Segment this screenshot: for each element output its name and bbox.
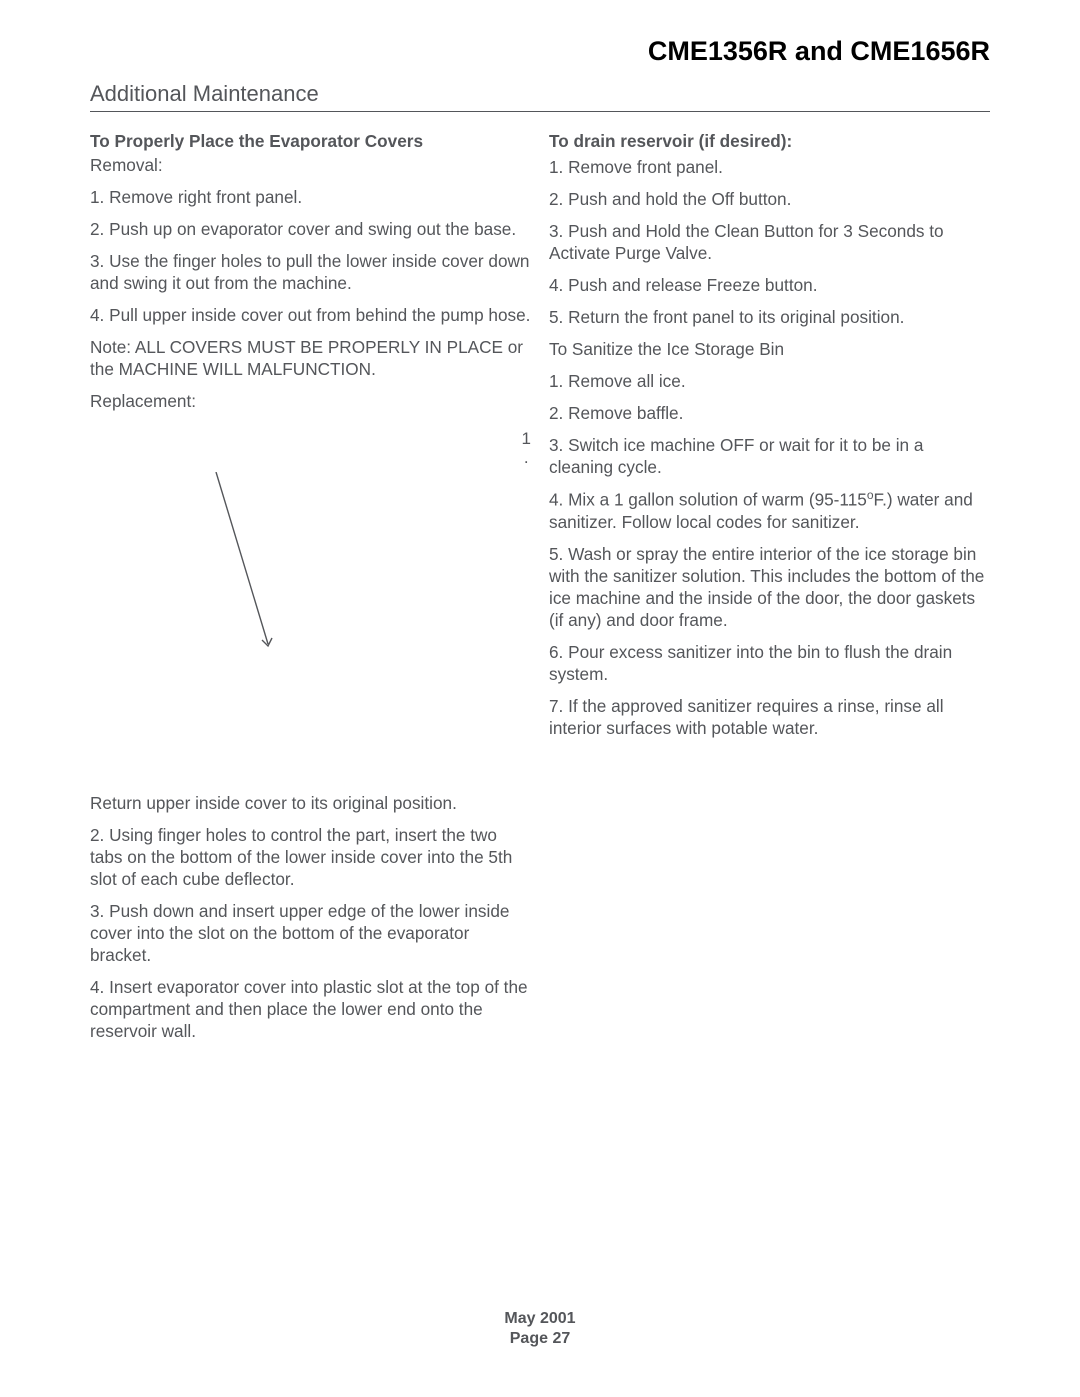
arrow-line	[216, 472, 268, 644]
sanitize-step-5: 5. Wash or spray the entire interior of …	[549, 543, 990, 631]
footer-page: Page 27	[510, 1330, 570, 1347]
removal-step-2: 2. Push up on evaporator cover and swing…	[90, 218, 531, 240]
drain-step-2: 2. Push and hold the Off button.	[549, 188, 990, 210]
drain-heading: To drain reservoir (if desired):	[549, 130, 990, 152]
drain-step-5: 5. Return the front panel to its origina…	[549, 306, 990, 328]
left-heading-bold: To Properly Place the Evaporator Covers	[90, 131, 423, 151]
left-heading: To Properly Place the Evaporator Covers	[90, 130, 531, 152]
section-title: Additional Maintenance	[90, 81, 990, 112]
removal-step-1: 1. Remove right front panel.	[90, 186, 531, 208]
replacement-step-2: 2. Using finger holes to control the par…	[90, 824, 531, 890]
sanitize-step-7: 7. If the approved sanitizer requires a …	[549, 695, 990, 739]
diagram-area: 1 .	[90, 422, 531, 792]
right-column: To drain reservoir (if desired): 1. Remo…	[549, 130, 990, 1052]
footer-date: May 2001	[504, 1310, 575, 1327]
degree-superscript: o	[867, 488, 874, 502]
replacement-step-4: 4. Insert evaporator cover into plastic …	[90, 976, 531, 1042]
sanitize-step-4a: 4. Mix a 1 gallon solution of warm (95-1…	[549, 490, 867, 510]
replacement-step-3: 3. Push down and insert upper edge of th…	[90, 900, 531, 966]
replacement-label: Replacement:	[90, 390, 531, 412]
sanitize-step-1: 1. Remove all ice.	[549, 370, 990, 392]
sanitize-step-4: 4. Mix a 1 gallon solution of warm (95-1…	[549, 488, 990, 533]
sanitize-step-6: 6. Pour excess sanitizer into the bin to…	[549, 641, 990, 685]
step-1-dot: .	[524, 448, 529, 467]
step-1-marker: 1 .	[522, 430, 531, 467]
removal-label: Removal:	[90, 154, 531, 176]
removal-step-4: 4. Pull upper inside cover out from behi…	[90, 304, 531, 326]
sanitize-heading: To Sanitize the Ice Storage Bin	[549, 338, 990, 360]
removal-step-3: 3. Use the finger holes to pull the lowe…	[90, 250, 531, 294]
step-1-digit: 1	[522, 429, 531, 448]
sanitize-step-2: 2. Remove baffle.	[549, 402, 990, 424]
replacement-return: Return upper inside cover to its origina…	[90, 792, 531, 814]
document-header: CME1356R and CME1656R	[90, 36, 990, 67]
page-footer: May 2001 Page 27	[0, 1309, 1080, 1349]
sanitize-step-3: 3. Switch ice machine OFF or wait for it…	[549, 434, 990, 478]
drain-step-1: 1. Remove front panel.	[549, 156, 990, 178]
page: CME1356R and CME1656R Additional Mainten…	[0, 0, 1080, 1397]
left-column: To Properly Place the Evaporator Covers …	[90, 130, 531, 1052]
drain-step-4: 4. Push and release Freeze button.	[549, 274, 990, 296]
drain-step-3: 3. Push and Hold the Clean Button for 3 …	[549, 220, 990, 264]
arrow-icon	[212, 472, 282, 654]
two-column-layout: To Properly Place the Evaporator Covers …	[90, 130, 990, 1052]
covers-note: Note: ALL COVERS MUST BE PROPERLY IN PLA…	[90, 336, 531, 380]
